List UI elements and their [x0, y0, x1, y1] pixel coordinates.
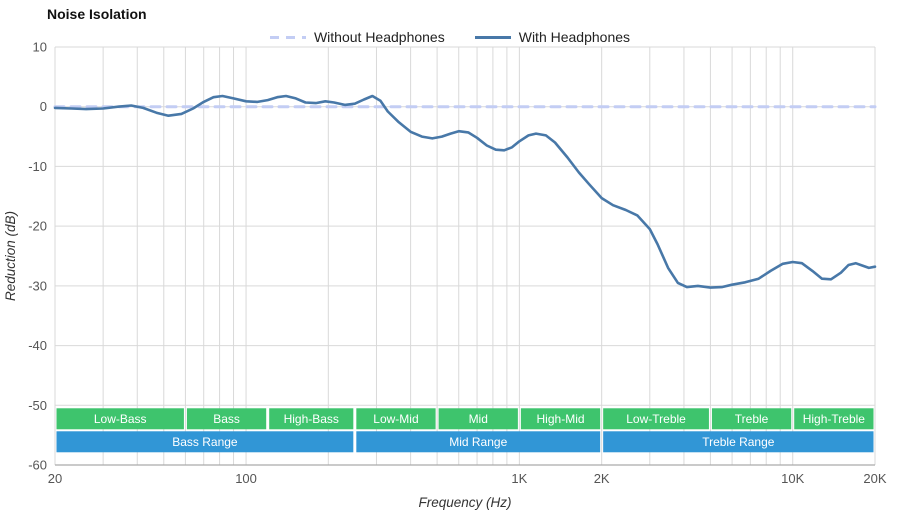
- band-low-bass: [56, 408, 184, 430]
- x-tick-label: 100: [235, 471, 257, 486]
- x-tick-label: 20K: [863, 471, 886, 486]
- range-treble-range: [603, 431, 874, 453]
- band-high-mid: [520, 408, 601, 430]
- range-bass-range: [56, 431, 354, 453]
- legend-label-with-headphones: With Headphones: [518, 29, 631, 45]
- y-tick-label: -30: [28, 278, 47, 293]
- band-low-treble: [603, 408, 709, 430]
- legend-item-with-headphones[interactable]: With Headphones: [474, 29, 631, 45]
- y-tick-label: -20: [28, 219, 47, 234]
- x-axis-title: Frequency (Hz): [418, 495, 511, 510]
- series-with-headphones: [53, 94, 877, 289]
- band-label: High-Mid: [537, 412, 585, 426]
- band-label: High-Treble: [803, 412, 866, 426]
- chart-title: Noise Isolation: [47, 6, 147, 22]
- y-tick-label: 0: [40, 99, 47, 114]
- y-axis-title: Reduction (dB): [3, 211, 18, 301]
- y-tick-label: -40: [28, 338, 47, 353]
- range-mid-range: [356, 431, 601, 453]
- band-label: Mid: [469, 412, 488, 426]
- y-tick-label: 10: [33, 40, 47, 55]
- dashed-line-swatch-icon: [269, 35, 306, 39]
- band-bass: [186, 408, 267, 430]
- band-label: Bass: [213, 412, 240, 426]
- x-tick-label: 1K: [511, 471, 527, 486]
- y-tick-label: -50: [28, 398, 47, 413]
- band-label: Treble: [735, 412, 769, 426]
- legend-item-without-headphones[interactable]: Without Headphones: [269, 29, 445, 45]
- x-tick-label: 2K: [594, 471, 610, 486]
- legend: Without Headphones With Headphones: [0, 27, 900, 47]
- legend-label-without-headphones: Without Headphones: [313, 29, 445, 45]
- band-high-bass: [269, 408, 354, 430]
- band-label: High-Bass: [284, 412, 339, 426]
- range-label: Mid Range: [449, 435, 507, 449]
- band-treble: [711, 408, 792, 430]
- y-tick-label: -60: [28, 458, 47, 473]
- x-tick-label: 20: [48, 471, 62, 486]
- band-label: Low-Treble: [626, 412, 686, 426]
- range-label: Bass Range: [172, 435, 238, 449]
- range-label: Treble Range: [702, 435, 775, 449]
- band-label: Low-Bass: [94, 412, 147, 426]
- x-tick-label: 10K: [781, 471, 804, 486]
- band-mid: [438, 408, 518, 430]
- band-high-treble: [794, 408, 874, 430]
- solid-line-swatch-icon: [474, 35, 511, 39]
- band-low-mid: [356, 408, 436, 430]
- band-label: Low-Mid: [373, 412, 418, 426]
- y-tick-label: -10: [28, 159, 47, 174]
